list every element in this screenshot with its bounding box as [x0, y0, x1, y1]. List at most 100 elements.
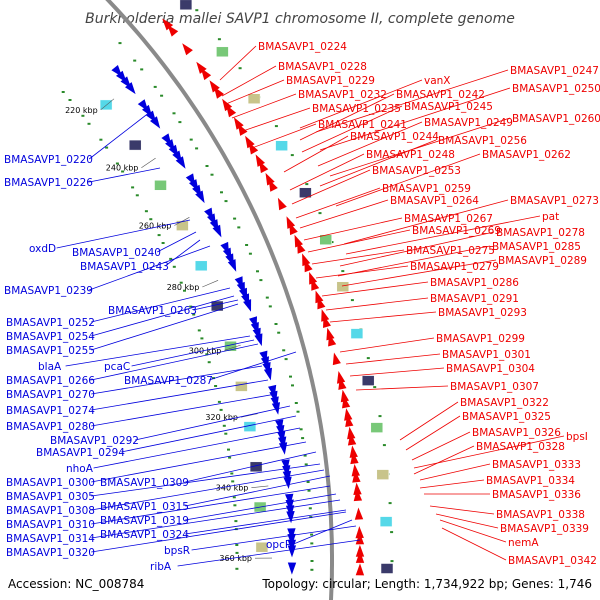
right-gene-label: BMASAVP1_0229 — [286, 75, 375, 87]
right-gene-label: BMASAVP1_0228 — [278, 61, 367, 73]
gc-mark — [305, 183, 309, 186]
cog-box — [319, 234, 332, 245]
forward-gene-arrow — [286, 511, 295, 524]
left-gene-label: BMASAVP1_0255 — [6, 345, 95, 357]
right-gene-label: BMASAVP1_0224 — [258, 41, 347, 53]
reverse-gene-arrow — [167, 24, 179, 37]
gc-mark — [274, 125, 278, 128]
left-gene-label: BMASAVP1_0308 — [6, 505, 95, 517]
reverse-gene-arrow — [268, 179, 278, 192]
gc-mark — [212, 377, 215, 380]
left-label-leader — [91, 287, 231, 323]
reverse-gene-arrow — [355, 532, 365, 545]
reverse-gene-arrow — [355, 550, 365, 563]
kbp-marker: 240 kbp — [106, 164, 139, 173]
left-label-leader — [157, 231, 197, 253]
kbp-tick — [251, 485, 269, 488]
gc-mark — [153, 85, 157, 88]
right-gene-label: BMASAVP1_0275 — [406, 245, 495, 257]
left-gene-label: oxdD — [29, 243, 56, 255]
right-gene-label: BMASAVP1_0279 — [410, 261, 499, 273]
left-gene-label: BMASAVP1_0239 — [4, 285, 93, 297]
left-gene-label: BMASAVP1_0292 — [50, 435, 139, 447]
left-gene-label: BMASAVP1_0309 — [100, 477, 189, 489]
reverse-gene-arrow — [355, 544, 365, 557]
gc-mark — [307, 489, 311, 492]
reverse-gene-arrow — [182, 43, 193, 56]
left-label-leader — [91, 379, 269, 411]
left-gene-label: BMASAVP1_0240 — [72, 247, 161, 259]
reverse-gene-arrow — [332, 352, 341, 366]
right-label-leader — [315, 265, 409, 279]
gc-mark — [220, 191, 223, 194]
right-label-leader — [439, 519, 507, 543]
gc-mark — [205, 165, 209, 167]
left-gene-label: BMASAVP1_0280 — [6, 421, 95, 433]
left-label-leader — [185, 475, 331, 507]
reverse-gene-arrow — [353, 482, 362, 495]
forward-gene-arrow — [175, 156, 186, 169]
cog-box — [380, 563, 394, 574]
cog-box — [376, 469, 390, 480]
reverse-gene-arrow — [353, 488, 363, 502]
cog-box — [99, 99, 113, 111]
right-label-leader — [299, 93, 395, 141]
gc-mark — [121, 170, 125, 173]
gc-mark — [388, 502, 392, 505]
right-label-leader — [307, 229, 411, 253]
right-label-leader — [239, 107, 311, 133]
reverse-gene-arrow — [355, 563, 365, 576]
gc-mark — [189, 305, 193, 308]
left-gene-label: BMASAVP1_0310 — [6, 519, 95, 531]
gc-mark — [234, 520, 238, 523]
forward-gene-arrow — [271, 402, 280, 415]
reverse-gene-arrow — [345, 414, 354, 427]
kbp-marker: 280 kbp — [167, 283, 200, 292]
forward-gene-arrow — [125, 82, 136, 95]
right-label-leader — [419, 463, 491, 481]
right-gene-label: BMASAVP1_0278 — [496, 227, 585, 239]
gc-mark — [144, 210, 148, 213]
right-label-leader — [343, 199, 509, 245]
right-label-leader — [289, 153, 365, 191]
right-label-leader — [419, 479, 485, 489]
forward-gene-arrow — [227, 259, 237, 272]
right-gene-label: BMASAVP1_0338 — [496, 509, 585, 521]
reverse-gene-arrow — [248, 142, 259, 155]
cog-box — [154, 180, 167, 191]
gc-mark — [289, 375, 292, 378]
right-label-leader — [329, 311, 437, 323]
right-label-leader — [345, 215, 541, 255]
right-gene-label: BMASAVP1_0232 — [298, 89, 387, 101]
gc-mark — [277, 331, 281, 334]
right-label-leader — [399, 401, 459, 441]
right-label-leader — [315, 69, 509, 133]
right-gene-label: BMASAVP1_0244 — [350, 131, 439, 143]
gc-mark — [178, 121, 182, 124]
right-gene-label: BMASAVP1_0256 — [438, 135, 527, 147]
right-gene-label: BMASAVP1_0260 — [512, 113, 600, 125]
left-gene-label: BMASAVP1_0274 — [6, 405, 95, 417]
right-label-leader — [349, 367, 445, 377]
cog-box — [370, 422, 384, 433]
gc-mark — [390, 560, 394, 563]
gc-mark — [290, 154, 294, 157]
left-label-leader — [91, 365, 263, 395]
gc-mark — [222, 424, 226, 427]
right-gene-label: BMASAVP1_0248 — [366, 149, 455, 161]
reverse-gene-arrow — [200, 67, 212, 81]
cog-box — [216, 46, 229, 58]
gc-mark — [330, 241, 334, 244]
left-gene-label: BMASAVP1_0226 — [4, 177, 93, 189]
right-gene-label: nemA — [508, 537, 539, 549]
gc-mark — [217, 38, 221, 41]
reverse-gene-arrow — [344, 408, 353, 421]
cog-box — [235, 381, 248, 392]
gc-mark — [245, 244, 249, 246]
reverse-gene-arrow — [162, 18, 174, 31]
left-label-leader — [56, 219, 191, 249]
cog-box — [179, 0, 193, 11]
left-gene-label: BMASAVP1_0220 — [4, 154, 93, 166]
gc-mark — [81, 114, 85, 117]
gc-mark — [228, 456, 232, 459]
